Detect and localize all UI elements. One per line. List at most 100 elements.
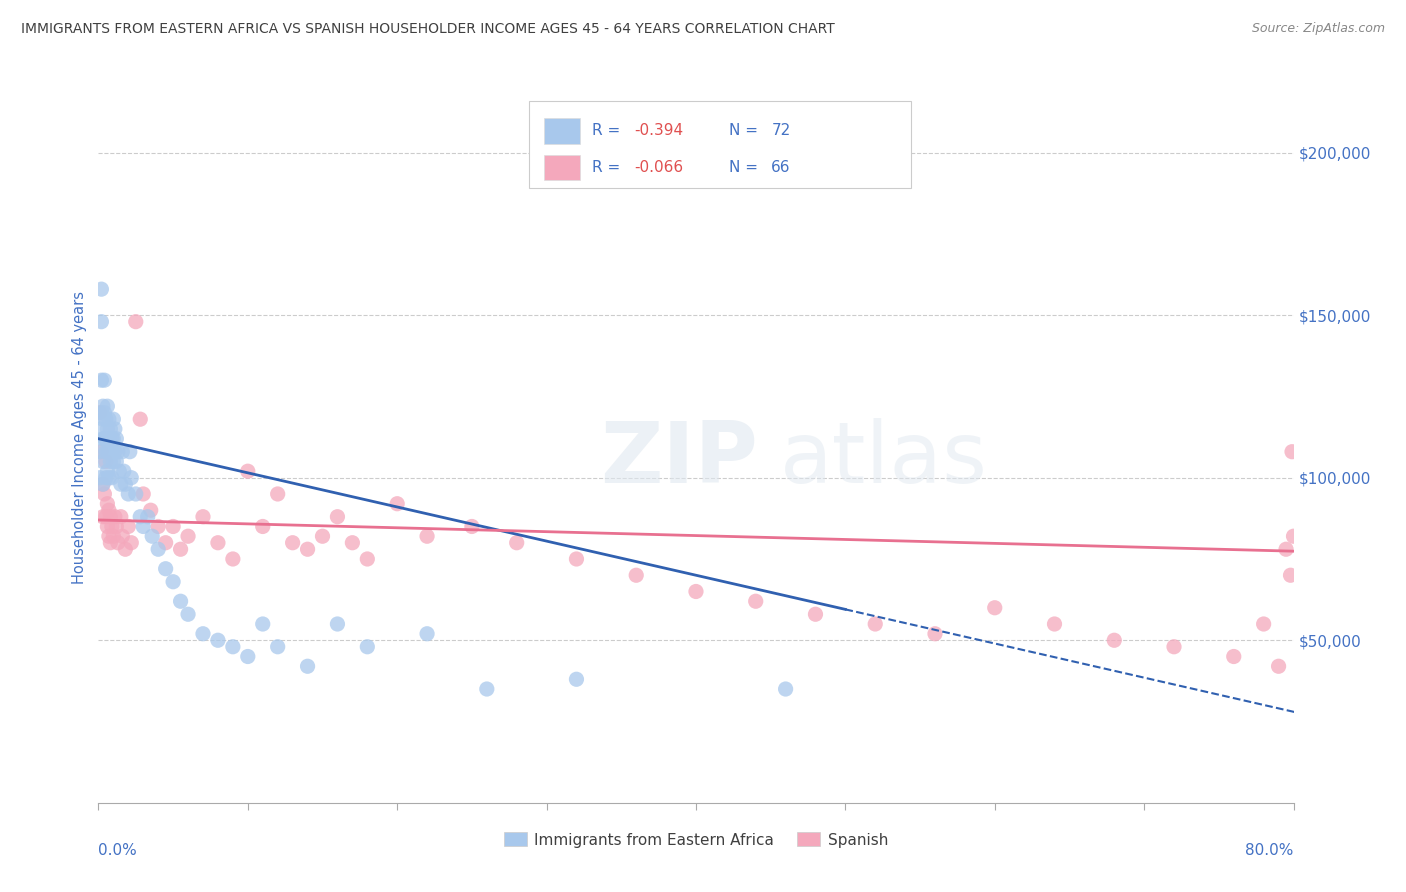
Point (96, 399, 118, 413)
Point (155, 535, 177, 549)
Text: 0.0%: 0.0% (98, 843, 138, 858)
Point (111, 444, 134, 458)
Y-axis label: Householder Income Ages 45 - 64 years: Householder Income Ages 45 - 64 years (72, 291, 87, 583)
Point (461, 519, 484, 533)
Point (385, 497, 409, 511)
Text: 80.0%: 80.0% (1246, 843, 1294, 858)
Point (626, 568, 648, 582)
Point (924, 626, 946, 640)
Text: -0.066: -0.066 (634, 160, 683, 175)
Point (148, 542, 170, 557)
Point (326, 509, 349, 524)
Point (326, 617, 349, 632)
Point (98, 535, 122, 549)
Point (110, 509, 132, 524)
Point (94, 454, 117, 468)
Point (155, 562, 177, 576)
Point (191, 509, 214, 524)
Point (120, 535, 142, 549)
Point (1267, 659, 1289, 673)
FancyBboxPatch shape (529, 101, 911, 188)
Point (281, 535, 304, 549)
Point (101, 471, 124, 485)
Text: Source: ZipAtlas.com: Source: ZipAtlas.com (1251, 22, 1385, 36)
Point (114, 477, 136, 491)
Point (103, 529, 125, 543)
Point (97, 503, 120, 517)
Point (222, 552, 245, 566)
Point (103, 412, 125, 426)
Point (356, 640, 378, 654)
Point (89, 471, 111, 485)
Point (236, 649, 259, 664)
Text: N =: N = (730, 160, 763, 175)
Point (93, 373, 115, 387)
Point (139, 503, 162, 517)
Point (94, 509, 117, 524)
Point (104, 444, 127, 458)
Point (105, 519, 128, 533)
Point (1275, 542, 1298, 557)
Point (311, 529, 333, 543)
Point (984, 600, 1007, 615)
Legend: Immigrants from Eastern Africa, Spanish: Immigrants from Eastern Africa, Spanish (498, 826, 894, 854)
Point (90, 315, 112, 329)
Point (191, 626, 214, 640)
Point (98, 438, 122, 452)
Text: -0.394: -0.394 (634, 123, 683, 138)
Point (90, 282, 112, 296)
Point (110, 477, 132, 491)
Point (162, 519, 184, 533)
Point (112, 464, 135, 478)
Point (222, 640, 245, 654)
Point (103, 454, 125, 468)
Point (89, 444, 111, 458)
Point (775, 681, 797, 696)
Point (416, 626, 439, 640)
Point (101, 444, 124, 458)
Point (475, 681, 498, 696)
Text: ZIP: ZIP (600, 417, 758, 500)
Point (117, 487, 139, 501)
Point (91, 477, 114, 491)
Point (1043, 617, 1066, 632)
Point (107, 535, 129, 549)
Point (129, 509, 152, 524)
Point (96, 444, 118, 458)
Point (162, 574, 184, 589)
Point (297, 659, 319, 673)
Point (105, 432, 128, 446)
Point (93, 406, 115, 420)
Point (91, 477, 114, 491)
Point (98, 422, 122, 436)
Point (1163, 640, 1185, 654)
Point (125, 315, 148, 329)
Point (91, 509, 114, 524)
Point (114, 542, 136, 557)
Point (89, 406, 111, 420)
Point (104, 422, 127, 436)
Point (101, 519, 124, 533)
Point (93, 487, 115, 501)
Point (94, 444, 117, 458)
Point (107, 444, 129, 458)
Point (148, 519, 170, 533)
Text: N =: N = (730, 123, 763, 138)
Point (101, 432, 124, 446)
Point (96, 464, 118, 478)
Point (297, 542, 319, 557)
FancyBboxPatch shape (544, 154, 581, 180)
Point (94, 432, 117, 446)
Point (90, 373, 112, 387)
Text: R =: R = (592, 123, 626, 138)
Point (267, 640, 290, 654)
Point (97, 529, 120, 543)
Point (1281, 444, 1303, 458)
Point (1279, 568, 1302, 582)
Point (356, 552, 378, 566)
Point (93, 432, 115, 446)
Point (141, 529, 163, 543)
Point (94, 471, 117, 485)
Point (90, 406, 112, 420)
Point (1104, 633, 1126, 648)
